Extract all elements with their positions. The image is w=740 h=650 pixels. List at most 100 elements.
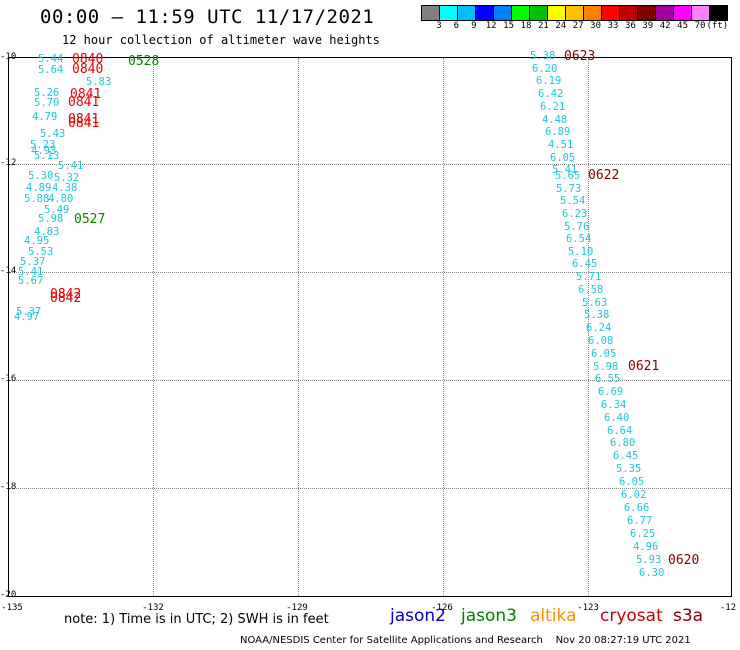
wave-height-label: 6.02: [621, 489, 647, 501]
color-scale-label: 18: [520, 21, 532, 31]
color-scale-swatch: [421, 5, 440, 21]
wave-height-label: 5.53: [28, 246, 54, 258]
wave-height-label: 6.25: [630, 528, 656, 540]
wave-height-label: 5.49: [44, 204, 70, 216]
wave-height-label: 5.64: [38, 64, 64, 76]
wave-height-label: 4.79: [32, 111, 58, 123]
pass-time-label: 0620: [668, 553, 700, 568]
color-scale-label: 42: [659, 21, 671, 31]
wave-height-label: 4.48: [542, 114, 568, 126]
wave-height-label: 6.24: [586, 322, 612, 334]
pass-time-label: 0841: [68, 112, 100, 127]
wave-height-label: 5.63: [582, 297, 608, 309]
wave-height-label: 5.30: [28, 170, 54, 182]
pass-time-label: 0841: [68, 95, 100, 110]
wave-height-label: 6.08: [588, 335, 614, 347]
footer-credit: NOAA/NESDIS Center for Satellite Applica…: [240, 635, 691, 646]
color-scale-label: 21: [537, 21, 549, 31]
map-plot-area: [8, 57, 732, 597]
wave-height-label: 6.23: [562, 208, 588, 220]
wave-height-label: 4.95: [24, 235, 50, 247]
wave-height-label: 5.71: [576, 271, 602, 283]
grid-line-vertical: [588, 58, 589, 596]
wave-height-label: 5.83: [86, 76, 112, 88]
wave-height-label: 5.35: [616, 463, 642, 475]
wave-height-label: 5.88: [24, 193, 50, 205]
wave-height-label: 5.23: [30, 139, 56, 151]
wave-height-label: 5.37: [20, 256, 46, 268]
wave-height-label: 4.96: [633, 541, 659, 553]
color-scale-label: 45: [677, 21, 689, 31]
pass-time-label: 0623: [564, 49, 596, 64]
wave-height-label: 5.76: [564, 221, 590, 233]
wave-height-label: 6.20: [532, 63, 558, 75]
pass-time-label: 0622: [588, 168, 620, 183]
color-scale-swatch: [619, 5, 638, 21]
legend-jason3: jason3: [461, 606, 517, 626]
x-axis-label: -132: [142, 603, 164, 613]
y-axis-label: -18: [0, 482, 17, 492]
legend-altika: altika: [530, 606, 577, 626]
legend-cryosat: cryosat: [600, 606, 663, 626]
wave-height-label: 5.67: [18, 275, 44, 287]
wave-height-label: 5.43: [40, 128, 66, 140]
color-scale-swatch: [529, 5, 548, 21]
wave-height-label: 6.69: [598, 386, 624, 398]
wave-height-label: 6.30: [639, 567, 665, 579]
x-axis-label: -12: [719, 603, 737, 613]
wave-height-label: 5.41: [18, 266, 44, 278]
wave-height-label: 6.05: [591, 348, 617, 360]
color-scale-swatch: [709, 5, 728, 21]
y-axis-label: -10: [0, 52, 17, 62]
pass-time-label: 0621: [628, 359, 660, 374]
pass-time-label: 0527: [74, 212, 106, 227]
color-scale-swatch: [475, 5, 494, 21]
grid-line-horizontal: [9, 164, 731, 165]
wave-height-label: 4.80: [48, 193, 74, 205]
wave-height-label: 4.97: [14, 311, 40, 323]
color-scale-label: 9: [471, 21, 477, 31]
color-scale-label: 70: [694, 21, 706, 31]
wave-height-label: 6.89: [545, 126, 571, 138]
pass-time-label: 0842: [50, 287, 82, 302]
y-axis-label: -14: [0, 266, 17, 276]
wave-height-label: 4.83: [34, 226, 60, 238]
color-scale: [421, 5, 728, 21]
y-axis-label: -12: [0, 158, 17, 168]
grid-line-vertical: [443, 58, 444, 596]
wave-height-label: 5.32: [54, 172, 80, 184]
legend-jason2: jason2: [390, 606, 446, 626]
wave-height-label: 5.98: [38, 213, 64, 225]
color-scale-label: 36: [624, 21, 636, 31]
wave-height-label: 5.38: [530, 50, 556, 62]
grid-line-horizontal: [9, 272, 731, 273]
color-scale-swatch: [439, 5, 458, 21]
wave-height-label: 6.42: [538, 88, 564, 100]
grid-line-horizontal: [9, 380, 731, 381]
grid-line-vertical: [298, 58, 299, 596]
wave-height-label: 4.51: [548, 139, 574, 151]
color-scale-label: 6: [453, 21, 460, 31]
color-scale-swatch: [547, 5, 566, 21]
x-axis-label: -129: [286, 603, 308, 613]
map-subtitle: 12 hour collection of altimeter wave hei…: [62, 33, 380, 47]
color-scale-swatch: [637, 5, 656, 21]
wave-height-label: 6.45: [613, 450, 639, 462]
wave-height-label: 6.05: [619, 476, 645, 488]
color-scale-swatch: [511, 5, 530, 21]
color-scale-label: 39: [642, 21, 654, 31]
y-axis-label: -20: [0, 590, 17, 600]
wave-height-label: 6.66: [624, 502, 650, 514]
color-scale-swatch: [691, 5, 710, 21]
wave-height-label: 5.37: [16, 306, 42, 318]
pass-time-label: 0840: [72, 52, 104, 67]
wave-height-label: 5.41: [58, 160, 84, 172]
wave-height-label: 5.93: [636, 554, 662, 566]
wave-height-label: 5.70: [34, 97, 60, 109]
wave-height-label: 6.64: [607, 425, 633, 437]
color-scale-swatch: [655, 5, 674, 21]
wave-height-label: 6.45: [572, 258, 598, 270]
color-scale-label: 12: [485, 21, 497, 31]
grid-line-vertical: [153, 58, 154, 596]
color-scale-swatch: [673, 5, 692, 21]
